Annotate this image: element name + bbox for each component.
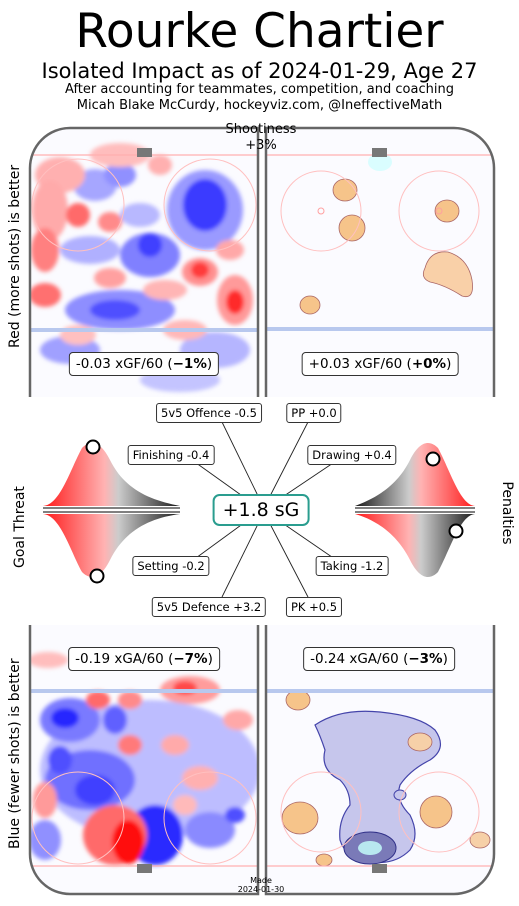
credit-line-1: After accounting for teammates, competit…	[65, 82, 454, 97]
shootiness-value: +3%	[245, 138, 277, 153]
component-pk: PK +0.5	[285, 597, 343, 617]
component-pp: PP +0.0	[286, 403, 342, 423]
made-date: 2024-01-30	[237, 885, 285, 894]
penalties-label: Penalties	[499, 481, 515, 545]
component-offence: 5v5 Offence -0.5	[156, 403, 262, 423]
shootiness-title: Shootiness	[225, 122, 297, 137]
player-name: Rourke Chartier	[75, 4, 444, 59]
component-finishing: Finishing -0.4	[127, 445, 215, 465]
component-taking: Taking -1.2	[315, 556, 389, 576]
pp-offence-rate: +0.03 xGF/60 (+0%)	[301, 352, 459, 376]
ev-defence-rate: -0.19 xGA/60 (−7%)	[68, 647, 220, 671]
made-stamp: Made 2024-01-30	[238, 876, 285, 894]
component-setting: Setting -0.2	[132, 556, 210, 576]
setting-marker	[89, 568, 105, 584]
penalties-distribution	[355, 443, 475, 577]
defence-side-label: Blue (fewer shots) is better	[7, 658, 23, 849]
rink-ev-defence	[28, 625, 260, 896]
taking-marker	[448, 523, 464, 539]
total-impact: +1.8 sG	[212, 494, 310, 526]
component-drawing: Drawing +0.4	[307, 445, 397, 465]
drawing-marker	[425, 451, 441, 467]
chart-subtitle: Isolated Impact as of 2024-01-29, Age 27	[41, 59, 478, 83]
ev-offence-rate: -0.03 xGF/60 (−1%)	[68, 352, 220, 376]
pk-defence-rate: -0.24 xGA/60 (−3%)	[303, 647, 455, 671]
made-label: Made	[250, 876, 272, 885]
shootiness: Shootiness +3%	[226, 122, 297, 154]
goal-threat-distribution	[43, 439, 180, 584]
goal-threat-label: Goal Threat	[12, 486, 28, 568]
offence-side-label: Red (more shots) is better	[7, 164, 23, 348]
component-defence: 5v5 Defence +3.2	[151, 597, 267, 617]
finishing-marker	[85, 439, 101, 455]
credit-line-2: Micah Blake McCurdy, hockeyviz.com, @Ine…	[76, 98, 443, 113]
